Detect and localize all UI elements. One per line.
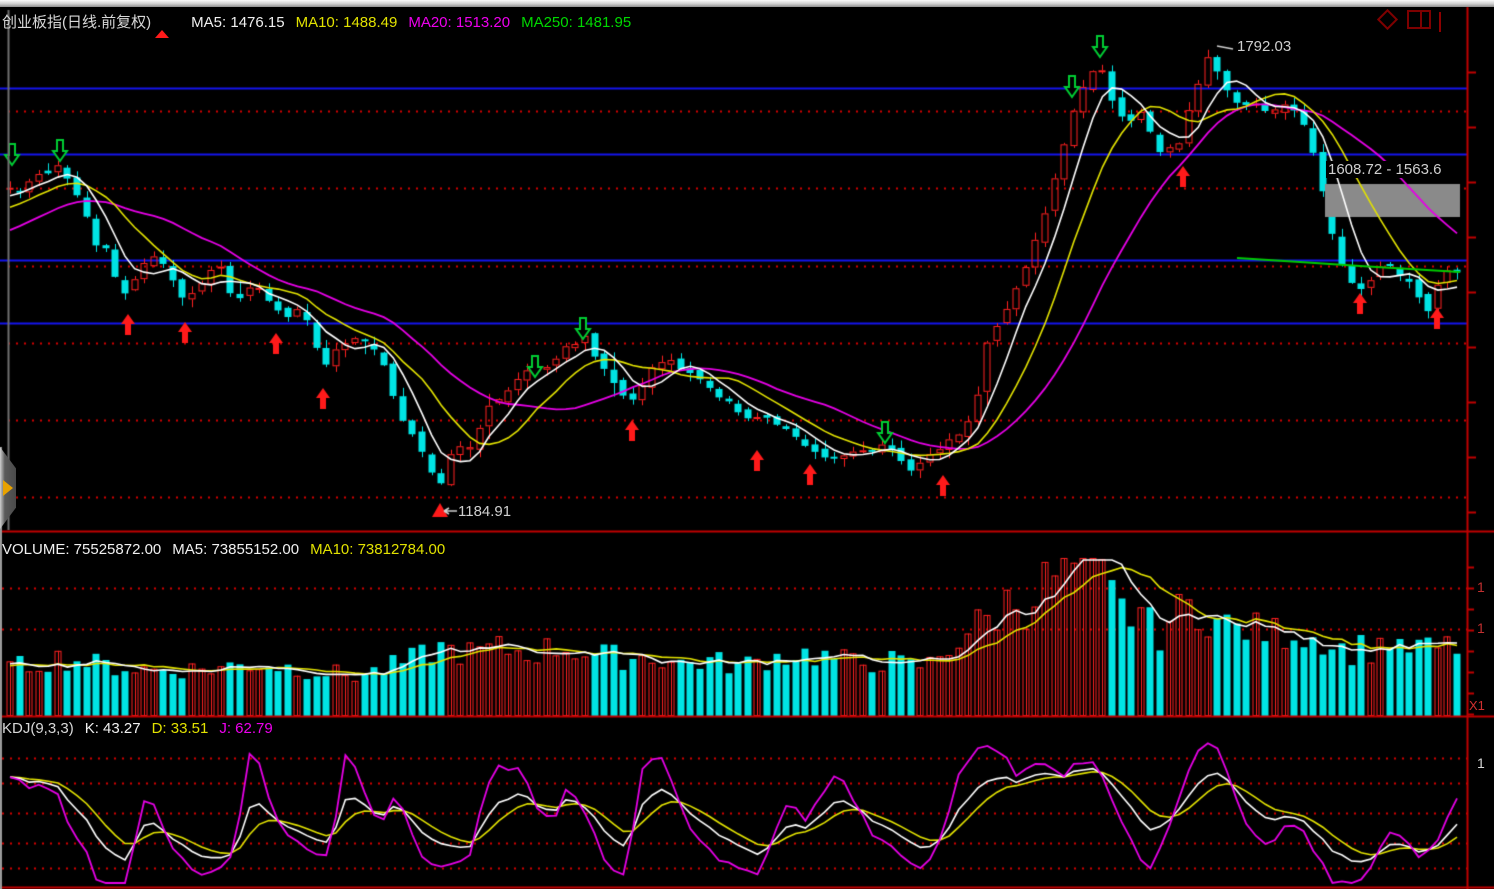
main-chart-header: 创业板指(日线.前复权) MA5: 1476.15 MA10: 1488.49 MA2…: [2, 11, 642, 39]
diamond-icon[interactable]: [1376, 8, 1399, 30]
buy-signal-icon: [155, 13, 180, 39]
volume-ma5-value: MA5: 73855152.00: [172, 541, 300, 558]
volume-multiplier-label: X1: [1469, 698, 1485, 713]
sidebar-expand-handle[interactable]: [0, 447, 16, 529]
trough-price-annotation: 1184.91: [458, 503, 512, 520]
ma5-value: MA5: 1476.15: [191, 14, 285, 31]
ma250-value: MA250: 1481.95: [521, 14, 632, 31]
instrument-title: 创业板指(日线.前复权): [2, 14, 152, 31]
volume-ma10-value: MA10: 73812784.00: [310, 541, 446, 558]
gap-range-annotation: 1608.72 - 1563.6: [1326, 161, 1444, 178]
peak-price-annotation: 1792.03: [1237, 38, 1292, 55]
kdj-header: KDJ(9,3,3) K: 43.27 D: 33.51 J: 62.79: [2, 720, 284, 737]
volume-axis-label-2: 1: [1477, 620, 1485, 636]
axis-top-tick: [1439, 12, 1441, 32]
window-top-edge: [0, 0, 1494, 7]
ma20-value: MA20: 1513.20: [408, 14, 511, 31]
kdj-k-value: K: 43.27: [84, 720, 141, 737]
ma10-value: MA10: 1488.49: [295, 14, 398, 31]
volume-axis-label-1: 1: [1477, 579, 1485, 595]
kdj-j-value: J: 62.79: [219, 720, 273, 737]
expand-arrow-icon: [3, 480, 13, 496]
titlebar-icons: [1376, 8, 1441, 32]
kdj-name: KDJ(9,3,3): [2, 720, 74, 737]
volume-value: VOLUME: 75525872.00: [2, 541, 162, 558]
window-layout-icon[interactable]: [1407, 9, 1431, 29]
volume-header: VOLUME: 75525872.00 MA5: 73855152.00 MA10:…: [2, 541, 456, 558]
kdj-d-value: D: 33.51: [151, 720, 209, 737]
kdj-axis-label: 1: [1477, 755, 1485, 771]
